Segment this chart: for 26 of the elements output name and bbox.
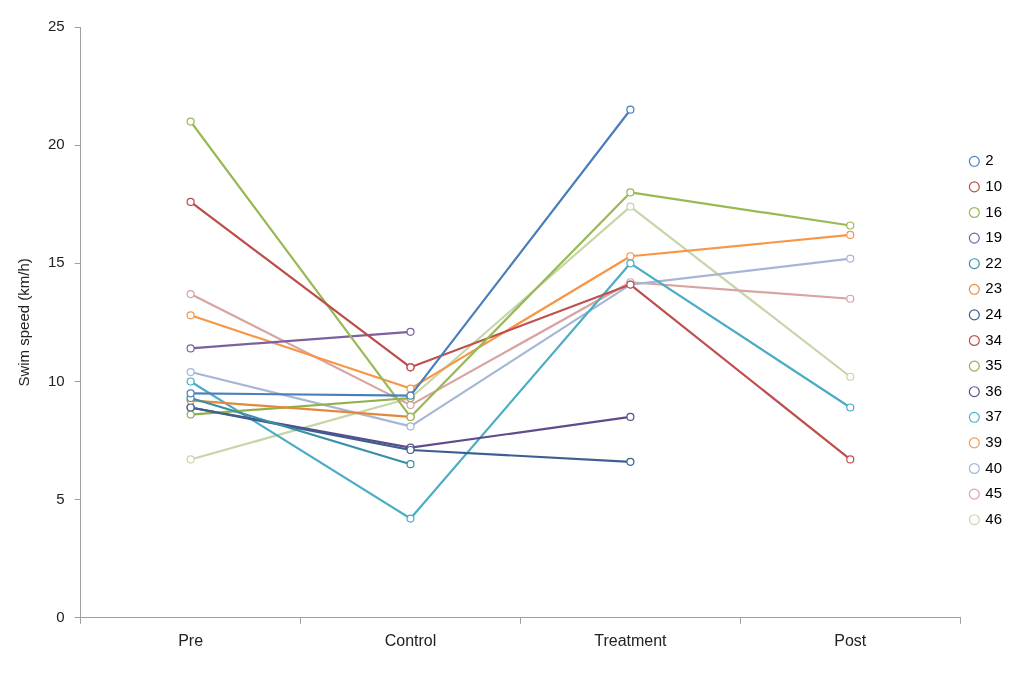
legend-label: 19 (985, 228, 1002, 246)
legend-label: 37 (985, 407, 1002, 425)
y-axis-title: Swim speed (km/h) (15, 258, 33, 387)
legend-label: 24 (985, 305, 1002, 323)
x-tick-label: Treatment (594, 631, 668, 649)
y-tick-label: 10 (48, 371, 65, 389)
y-tick-label: 0 (56, 607, 65, 625)
legend-label: 39 (985, 433, 1002, 451)
y-tick-label: 5 (56, 489, 65, 507)
legend-label: 35 (985, 356, 1002, 374)
legend-label: 10 (985, 177, 1002, 195)
legend-label: 46 (985, 509, 1002, 527)
legend-label: 45 (985, 484, 1002, 502)
legend-label: 34 (985, 330, 1002, 348)
x-tick-label: Post (834, 631, 867, 649)
legend-label: 22 (985, 253, 1002, 271)
x-tick-label: Control (384, 631, 437, 649)
legend-label: 36 (985, 381, 1002, 399)
legend-label: 16 (985, 202, 1002, 220)
legend-label: 2 (985, 151, 994, 169)
y-tick-label: 25 (48, 17, 65, 35)
y-tick-label: 15 (48, 253, 65, 271)
y-tick-label: 20 (48, 135, 65, 153)
x-tick-label: Pre (178, 631, 204, 649)
legend-label: 23 (985, 279, 1002, 297)
legend-label: 40 (985, 458, 1002, 476)
